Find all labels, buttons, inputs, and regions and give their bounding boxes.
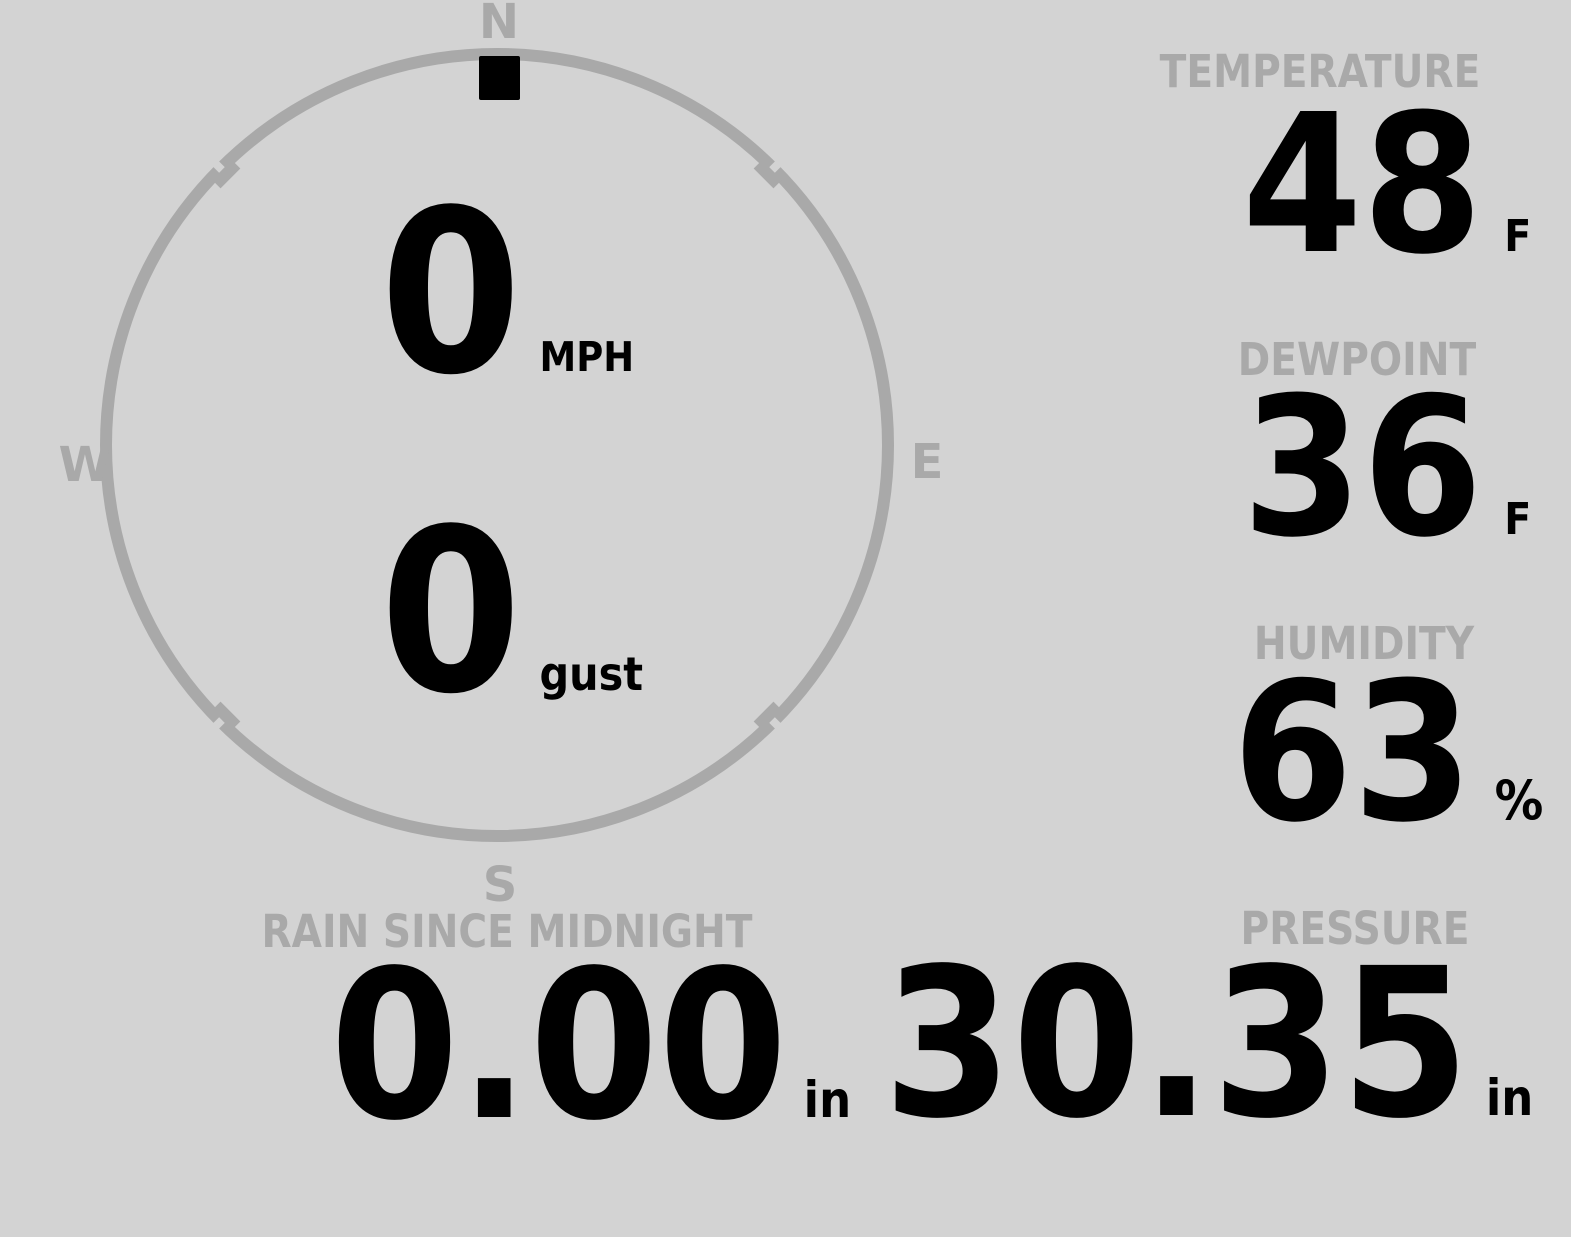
humidity-reading: 63 %	[1232, 658, 1543, 850]
humidity-unit: %	[1494, 769, 1543, 832]
wind-gust-value: 0	[380, 481, 522, 744]
pressure-reading: 30.35 in	[883, 941, 1533, 1147]
dewpoint-value: 36	[1241, 357, 1483, 580]
temperature-reading: 48 F	[1242, 90, 1531, 282]
rain-label: RAIN SINCE MIDNIGHT	[261, 905, 753, 958]
pressure-unit: in	[1485, 1069, 1533, 1127]
compass-ring	[100, 48, 894, 842]
temperature-label: TEMPERATURE	[1159, 45, 1481, 98]
rain-value: 0.00	[330, 926, 788, 1166]
wind-direction-marker-icon	[479, 56, 520, 100]
humidity-value: 63	[1232, 642, 1473, 865]
wind-speed-value: 0	[380, 162, 522, 425]
compass-diagonal-ticks	[210, 158, 784, 732]
wind-gust: 0 gust	[380, 500, 643, 726]
compass-tick	[212, 160, 241, 189]
compass-label-east: E	[910, 434, 944, 490]
pressure-label: PRESSURE	[1240, 902, 1470, 955]
compass-label-north: N	[478, 0, 520, 50]
rain-unit: in	[803, 1071, 852, 1129]
wind-compass	[100, 48, 894, 842]
compass-label-west: W	[58, 437, 112, 493]
dewpoint-unit: F	[1503, 494, 1531, 545]
temperature-value: 48	[1241, 74, 1483, 297]
wind-speed-unit: MPH	[539, 333, 635, 381]
compass-tick	[753, 701, 782, 730]
compass-tick	[753, 160, 782, 189]
wind-speed: 0 MPH	[380, 181, 634, 407]
pressure-value: 30.35	[882, 924, 1470, 1164]
dewpoint-label: DEWPOINT	[1237, 333, 1477, 386]
compass-tick	[212, 701, 241, 730]
humidity-label: HUMIDITY	[1253, 617, 1475, 670]
temperature-unit: F	[1503, 211, 1531, 262]
wind-gust-unit: gust	[539, 647, 644, 701]
rain-reading: 0.00 in	[330, 943, 851, 1149]
dewpoint-reading: 36 F	[1242, 373, 1531, 565]
compass-label-south: S	[482, 857, 518, 913]
